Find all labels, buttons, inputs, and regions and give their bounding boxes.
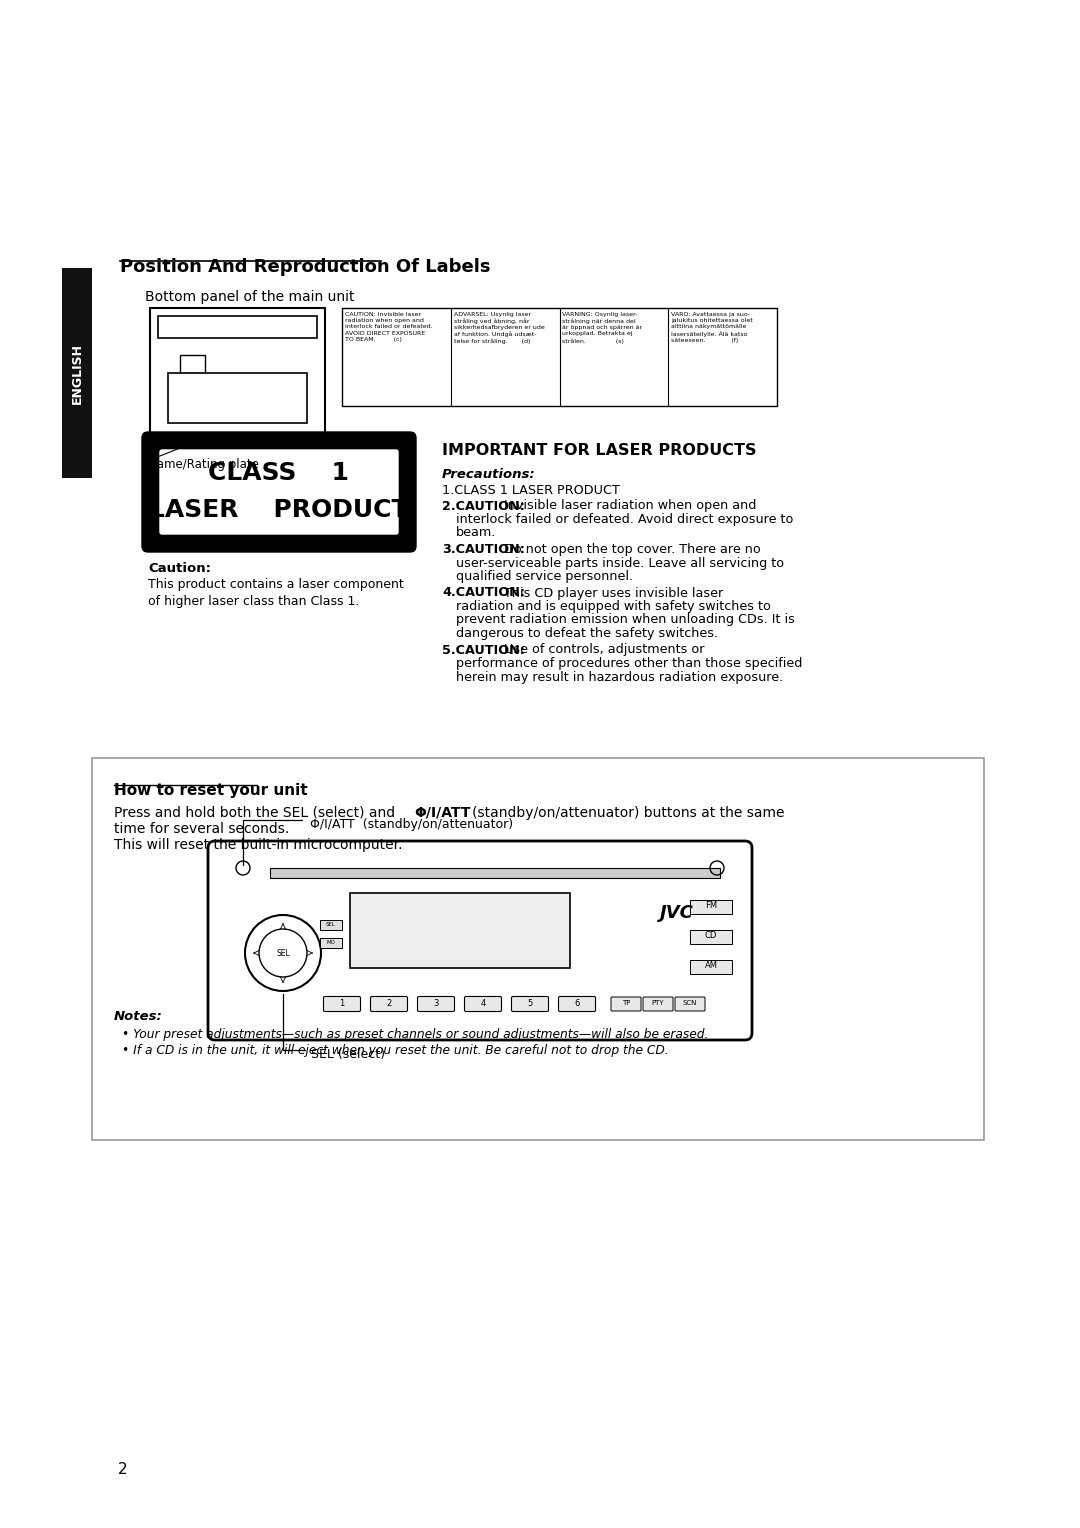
Bar	[342, 309, 777, 406]
Bar	[180, 354, 205, 373]
Text: 3: 3	[433, 998, 438, 1007]
Text: time for several seconds.: time for several seconds.	[114, 822, 289, 836]
Text: ENGLISH: ENGLISH	[70, 342, 83, 403]
Bar	[180, 387, 295, 391]
Bar	[690, 900, 732, 914]
Text: Name/Rating plate: Name/Rating plate	[148, 458, 259, 471]
Text: Precautions:: Precautions:	[442, 468, 536, 481]
Text: • If a CD is in the unit, it will eject when you reset the unit. Be careful not : • If a CD is in the unit, it will eject …	[122, 1044, 669, 1057]
Text: 2.CAUTION:: 2.CAUTION:	[442, 500, 525, 512]
Text: beam.: beam.	[456, 527, 497, 539]
Text: SEL: SEL	[326, 921, 336, 926]
Text: This CD player uses invisible laser: This CD player uses invisible laser	[500, 587, 724, 599]
Text: Φ/I/ATT: Φ/I/ATT	[414, 805, 471, 821]
Text: user-serviceable parts inside. Leave all servicing to: user-serviceable parts inside. Leave all…	[456, 556, 784, 570]
Text: This product contains a laser component
of higher laser class than Class 1.: This product contains a laser component …	[148, 578, 404, 608]
Text: CLASS    1: CLASS 1	[208, 461, 350, 484]
Text: JVC: JVC	[660, 905, 694, 921]
Text: PTY: PTY	[651, 999, 664, 1005]
Text: 5.CAUTION:: 5.CAUTION:	[442, 643, 525, 657]
Text: VARO: Avattaessa ja suo-
jalukitus ohitettaessa olet
alttiina näkymättömälle
las: VARO: Avattaessa ja suo- jalukitus ohite…	[672, 312, 753, 342]
Text: MO: MO	[326, 940, 336, 944]
Text: • Your preset adjustments—such as preset channels or sound adjustments—will also: • Your preset adjustments—such as preset…	[122, 1028, 708, 1041]
FancyBboxPatch shape	[675, 996, 705, 1012]
Bar	[150, 309, 325, 452]
Text: 1.CLASS 1 LASER PRODUCT: 1.CLASS 1 LASER PRODUCT	[442, 484, 620, 497]
Text: interlock failed or defeated. Avoid direct exposure to: interlock failed or defeated. Avoid dire…	[456, 513, 794, 526]
Text: (standby/on/attenuator) buttons at the same: (standby/on/attenuator) buttons at the s…	[472, 805, 784, 821]
Text: Invisible laser radiation when open and: Invisible laser radiation when open and	[500, 500, 756, 512]
Text: This will reset the built-in microcomputer.: This will reset the built-in microcomput…	[114, 837, 403, 853]
Bar	[690, 960, 732, 973]
FancyBboxPatch shape	[643, 996, 673, 1012]
Bar	[158, 316, 318, 338]
Text: SEL (select): SEL (select)	[311, 1048, 384, 1060]
FancyBboxPatch shape	[324, 996, 361, 1012]
Bar	[320, 920, 342, 931]
Bar	[168, 373, 307, 423]
Text: SCN: SCN	[683, 999, 698, 1005]
Text: prevent radiation emission when unloading CDs. It is: prevent radiation emission when unloadin…	[456, 614, 795, 626]
Text: IMPORTANT FOR LASER PRODUCTS: IMPORTANT FOR LASER PRODUCTS	[442, 443, 756, 458]
FancyBboxPatch shape	[160, 451, 399, 533]
Text: 1: 1	[339, 998, 345, 1007]
FancyBboxPatch shape	[558, 996, 595, 1012]
Text: Caution:: Caution:	[148, 562, 211, 575]
Text: LASER    PRODUCT: LASER PRODUCT	[149, 498, 408, 523]
Text: VARNING: Osynlig laser-
strålning när denna del
är öppnad och spärren är
urkoppl: VARNING: Osynlig laser- strålning när de…	[563, 312, 643, 344]
FancyBboxPatch shape	[370, 996, 407, 1012]
FancyBboxPatch shape	[141, 432, 416, 552]
Text: Position And Reproduction Of Labels: Position And Reproduction Of Labels	[120, 258, 490, 277]
FancyBboxPatch shape	[208, 840, 752, 1041]
Text: ADVARSEL: Usynlig laser
stråling ved åbning, når
sikkerhedsafbryderen er ude
af : ADVARSEL: Usynlig laser stråling ved åbn…	[454, 312, 544, 344]
Bar	[320, 938, 342, 947]
FancyBboxPatch shape	[418, 996, 455, 1012]
Text: 6: 6	[575, 998, 580, 1007]
Text: dangerous to defeat the safety switches.: dangerous to defeat the safety switches.	[456, 626, 718, 640]
Text: Notes:: Notes:	[114, 1010, 163, 1024]
Bar	[92, 758, 984, 1140]
Text: 5: 5	[527, 998, 532, 1007]
Text: herein may result in hazardous radiation exposure.: herein may result in hazardous radiation…	[456, 671, 783, 683]
Text: Do not open the top cover. There are no: Do not open the top cover. There are no	[500, 542, 760, 556]
Text: Bottom panel of the main unit: Bottom panel of the main unit	[145, 290, 354, 304]
Text: 2: 2	[118, 1462, 127, 1478]
FancyBboxPatch shape	[512, 996, 549, 1012]
Text: Use of controls, adjustments or: Use of controls, adjustments or	[500, 643, 704, 657]
Text: 4: 4	[481, 998, 486, 1007]
Bar	[690, 931, 732, 944]
Bar	[350, 892, 570, 969]
FancyBboxPatch shape	[611, 996, 642, 1012]
Text: AM: AM	[704, 961, 717, 970]
Text: CAUTION: Invisible laser
radiation when open and
interlock failed or defeated.
A: CAUTION: Invisible laser radiation when …	[345, 312, 433, 342]
FancyBboxPatch shape	[464, 996, 501, 1012]
Text: How to reset your unit: How to reset your unit	[114, 782, 308, 798]
Text: Φ/I/ATT  (standby/on/attenuator): Φ/I/ATT (standby/on/attenuator)	[310, 817, 513, 831]
Bar	[270, 868, 720, 879]
Text: Press and hold both the SEL (select) and: Press and hold both the SEL (select) and	[114, 805, 395, 821]
Bar	[62, 267, 92, 478]
Text: performance of procedures other than those specified: performance of procedures other than tho…	[456, 657, 802, 669]
Text: radiation and is equipped with safety switches to: radiation and is equipped with safety sw…	[456, 601, 771, 613]
Text: TP: TP	[622, 999, 631, 1005]
Text: CD: CD	[705, 932, 717, 941]
Text: 3.CAUTION:: 3.CAUTION:	[442, 542, 525, 556]
Text: qualified service personnel.: qualified service personnel.	[456, 570, 633, 584]
Text: SEL: SEL	[276, 949, 289, 958]
Text: FM: FM	[705, 902, 717, 911]
Text: 4.CAUTION:: 4.CAUTION:	[442, 587, 525, 599]
Text: 2: 2	[387, 998, 392, 1007]
